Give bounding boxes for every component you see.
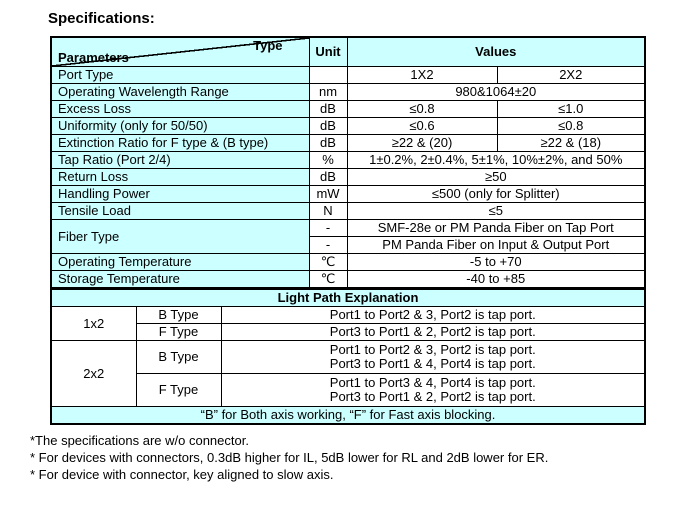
param-cell: Operating Wavelength Range bbox=[50, 83, 310, 101]
table-row-port-type: Port Type 1X2 2X2 bbox=[50, 66, 646, 84]
type-cell: B Type bbox=[135, 340, 222, 374]
light-path-row-2x2-f: F Type Port1 to Port3 & 4, Port4 is tap … bbox=[51, 373, 646, 407]
unit-cell: ℃ bbox=[308, 270, 348, 289]
footnotes: *The specifications are w/o connector. *… bbox=[30, 432, 676, 483]
footnote: *The specifications are w/o connector. bbox=[30, 433, 249, 448]
light-path-footer-row: “B” for Both axis working, “F” for Fast … bbox=[50, 406, 646, 425]
table-row-extinction-ratio: Extinction Ratio for F type & (B type) d… bbox=[50, 134, 646, 152]
unit-cell: - bbox=[308, 236, 348, 254]
param-cell: Port Type bbox=[50, 66, 310, 84]
footnote: * For devices with connectors, 0.3dB hig… bbox=[30, 450, 549, 465]
value-cell-span: 1±0.2%, 2±0.4%, 5±1%, 10%±2%, and 50% bbox=[346, 151, 646, 169]
value-cell-span: ≥50 bbox=[346, 168, 646, 186]
unit-cell: % bbox=[308, 151, 348, 169]
header-type-label: Type bbox=[253, 38, 283, 53]
unit-cell: dB bbox=[308, 100, 348, 118]
path-description: Port1 to Port2 & 3, Port2 is tap port. P… bbox=[220, 340, 646, 374]
param-cell: Uniformity (only for 50/50) bbox=[50, 117, 310, 135]
path-description: Port1 to Port3 & 4, Port4 is tap port. P… bbox=[220, 373, 646, 407]
table-row-operating-temperature: Operating Temperature ℃ -5 to +70 bbox=[50, 253, 646, 271]
unit-cell: N bbox=[308, 202, 348, 220]
value-cell-1x2: ≤0.8 bbox=[346, 100, 498, 118]
light-path-row-2x2-b: 2x2 B Type Port1 to Port2 & 3, Port2 is … bbox=[50, 340, 646, 407]
type-cell: F Type bbox=[135, 373, 222, 407]
corner-header-cell: Type Parameters bbox=[50, 36, 310, 67]
unit-cell: mW bbox=[308, 185, 348, 203]
unit-cell: dB bbox=[308, 168, 348, 186]
value-cell-2x2: ≤0.8 bbox=[496, 117, 646, 135]
path-line: Port3 to Port1 & 2, Port2 is tap port. bbox=[329, 389, 536, 404]
table-row-tensile-load: Tensile Load N ≤5 bbox=[50, 202, 646, 220]
unit-cell: ℃ bbox=[308, 253, 348, 271]
header-unit-label: Unit bbox=[308, 36, 348, 67]
port-group-2x2: 2x2 bbox=[50, 340, 137, 407]
table-header-row: Type Parameters Unit Values bbox=[50, 36, 646, 67]
param-cell: Tap Ratio (Port 2/4) bbox=[50, 151, 310, 169]
param-cell: Tensile Load bbox=[50, 202, 310, 220]
table-row-tap-ratio: Tap Ratio (Port 2/4) % 1±0.2%, 2±0.4%, 5… bbox=[50, 151, 646, 169]
value-cell-1x2: ≤0.6 bbox=[346, 117, 498, 135]
header-parameters-label: Parameters bbox=[58, 50, 129, 65]
value-cell-span: PM Panda Fiber on Input & Output Port bbox=[346, 236, 646, 254]
table-row-return-loss: Return Loss dB ≥50 bbox=[50, 168, 646, 186]
param-cell: Fiber Type bbox=[50, 219, 310, 254]
value-cell-1x2: 1X2 bbox=[346, 66, 498, 84]
value-cell-span: ≤500 (only for Splitter) bbox=[346, 185, 646, 203]
type-cell: B Type bbox=[135, 306, 222, 324]
table-row-fiber-type-1: Fiber Type - SMF-28e or PM Panda Fiber o… bbox=[50, 219, 646, 254]
page: { "page": { "title": "Specifications:" }… bbox=[0, 10, 676, 511]
param-cell: Storage Temperature bbox=[50, 270, 310, 289]
table-row-excess-loss: Excess Loss dB ≤0.8 ≤1.0 bbox=[50, 100, 646, 118]
value-cell-span: 980&1064±20 bbox=[346, 83, 646, 101]
param-cell: Excess Loss bbox=[50, 100, 310, 118]
path-line: Port3 to Port1 & 4, Port4 is tap port. bbox=[329, 356, 536, 371]
unit-cell: dB bbox=[308, 134, 348, 152]
param-cell: Handling Power bbox=[50, 185, 310, 203]
page-title: Specifications: bbox=[48, 10, 155, 27]
table-row-storage-temperature: Storage Temperature ℃ -40 to +85 bbox=[50, 270, 646, 289]
light-path-header-row: Light Path Explanation bbox=[50, 288, 646, 307]
footnote: * For device with connector, key aligned… bbox=[30, 467, 334, 482]
value-cell-span: ≤5 bbox=[346, 202, 646, 220]
header-values-label: Values bbox=[346, 36, 646, 67]
path-line: Port1 to Port3 & 4, Port4 is tap port. bbox=[329, 375, 536, 390]
port-group-1x2: 1x2 bbox=[50, 306, 137, 341]
table-row-uniformity: Uniformity (only for 50/50) dB ≤0.6 ≤0.8 bbox=[50, 117, 646, 135]
param-cell: Extinction Ratio for F type & (B type) bbox=[50, 134, 310, 152]
value-cell-2x2: 2X2 bbox=[496, 66, 646, 84]
value-cell-1x2: ≥22 & (20) bbox=[346, 134, 498, 152]
param-cell: Return Loss bbox=[50, 168, 310, 186]
light-path-title: Light Path Explanation bbox=[50, 288, 646, 307]
param-cell: Operating Temperature bbox=[50, 253, 310, 271]
light-path-row-1x2-b: 1x2 B Type Port1 to Port2 & 3, Port2 is … bbox=[50, 306, 646, 341]
type-cell: F Type bbox=[135, 323, 222, 341]
unit-cell bbox=[308, 66, 348, 84]
unit-cell: nm bbox=[308, 83, 348, 101]
unit-cell: dB bbox=[308, 117, 348, 135]
value-cell-span: SMF-28e or PM Panda Fiber on Tap Port bbox=[346, 219, 646, 237]
value-cell-span: -40 to +85 bbox=[346, 270, 646, 289]
light-path-row-1x2-f: F Type Port3 to Port1 & 2, Port2 is tap … bbox=[51, 323, 646, 341]
specifications-table: Type Parameters Unit Values Port Type 1X… bbox=[50, 36, 647, 289]
path-description: Port1 to Port2 & 3, Port2 is tap port. bbox=[220, 306, 646, 324]
light-path-table: Light Path Explanation 1x2 B Type Port1 … bbox=[50, 288, 647, 425]
light-path-footer-note: “B” for Both axis working, “F” for Fast … bbox=[50, 406, 646, 425]
path-description: Port3 to Port1 & 2, Port2 is tap port. bbox=[220, 323, 646, 341]
value-cell-2x2: ≤1.0 bbox=[496, 100, 646, 118]
table-row-handling-power: Handling Power mW ≤500 (only for Splitte… bbox=[50, 185, 646, 203]
value-cell-span: -5 to +70 bbox=[346, 253, 646, 271]
unit-cell: - bbox=[308, 219, 348, 237]
table-row-wavelength: Operating Wavelength Range nm 980&1064±2… bbox=[50, 83, 646, 101]
path-line: Port1 to Port2 & 3, Port2 is tap port. bbox=[329, 342, 536, 357]
value-cell-2x2: ≥22 & (18) bbox=[496, 134, 646, 152]
